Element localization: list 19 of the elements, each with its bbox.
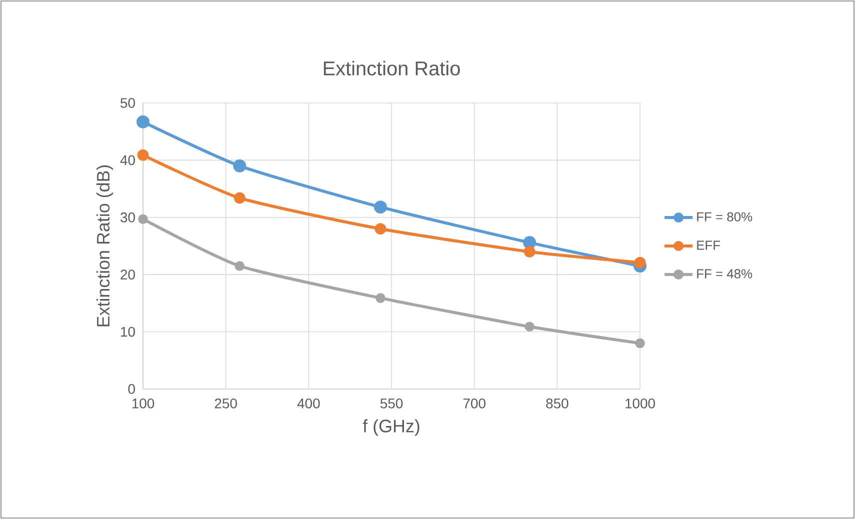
y-tick-label: 40 <box>120 155 135 166</box>
y-tick-label: 0 <box>128 384 135 394</box>
chart-title: Extinction Ratio <box>324 60 460 76</box>
y-tick-label: 20 <box>120 270 135 280</box>
y-tick-label: 30 <box>120 212 135 222</box>
y-tick-label: 10 <box>121 326 135 337</box>
x-tick-label: 1000 <box>626 398 655 408</box>
x-axis-title: f (GHz) <box>362 419 420 436</box>
legend-label: FF = 80% <box>697 212 752 222</box>
x-tick-label: 400 <box>297 398 320 408</box>
legend-label: FF = 48% <box>697 269 752 278</box>
x-tick-label: 700 <box>463 398 486 408</box>
y-axis-title: Extinction Ratio (dB) <box>96 165 114 326</box>
legend-label: EFF <box>697 240 720 250</box>
x-tick-label: 850 <box>546 398 568 408</box>
x-tick-label: 100 <box>132 398 154 408</box>
x-tick-label: 550 <box>380 398 403 408</box>
x-tick-label: 250 <box>214 398 237 408</box>
y-tick-label: 50 <box>120 98 135 108</box>
